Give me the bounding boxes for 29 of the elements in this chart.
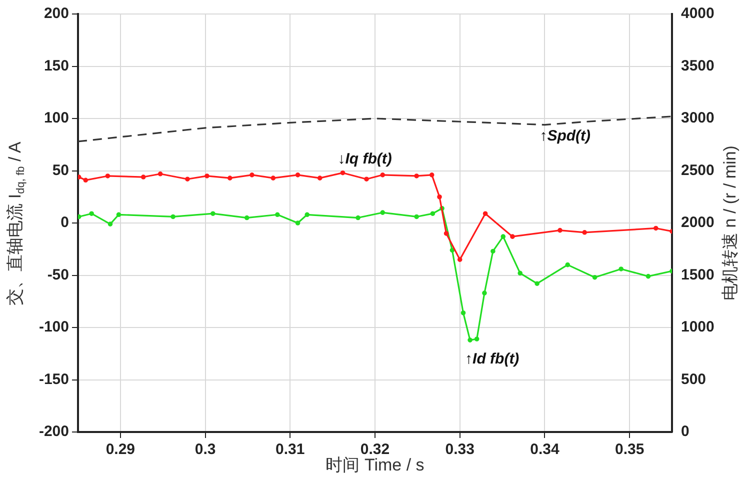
y2-tick-label: 3500 [681, 57, 714, 74]
y-axis-title: 交、直轴电流 Idq, fb / A [6, 140, 28, 306]
annotation: ↑Spd(t) [540, 127, 591, 144]
x-tick-label: 0.31 [276, 441, 305, 458]
y2-tick-label: 1000 [681, 318, 714, 336]
annotation: ↓Iq fb(t) [338, 150, 392, 168]
x-tick-label: 0.33 [445, 441, 474, 458]
annotation: ↑Id fb(t) [465, 350, 520, 368]
y2-axis-title: 电机转速 n / (r / min) [720, 146, 740, 300]
x-tick-label: 0.35 [614, 441, 644, 458]
y-tick-label: 150 [44, 57, 69, 74]
y2-tick-label: 500 [681, 370, 706, 388]
y-tick-label: 0 [60, 214, 69, 232]
y-tick-label: 100 [44, 110, 69, 127]
x-tick-label: 0.3 [194, 441, 216, 458]
y-tick-label: -100 [38, 318, 69, 336]
y2-tick-label: 2500 [681, 162, 714, 179]
y2-tick-label: 0 [681, 423, 690, 440]
y2-tick-label: 2000 [681, 214, 714, 232]
y-tick-label: -200 [38, 423, 69, 440]
x-tick-label: 0.34 [530, 441, 560, 458]
y-tick-label: -50 [47, 266, 69, 284]
x-tick-label: 0.29 [106, 441, 136, 458]
y-tick-label: 200 [44, 5, 69, 22]
y2-tick-label: 3000 [681, 110, 714, 127]
y-tick-label: 50 [52, 162, 69, 179]
y-tick-label: -150 [38, 370, 69, 388]
y2-tick-label: 4000 [681, 5, 714, 22]
y2-tick-label: 1500 [681, 266, 714, 284]
